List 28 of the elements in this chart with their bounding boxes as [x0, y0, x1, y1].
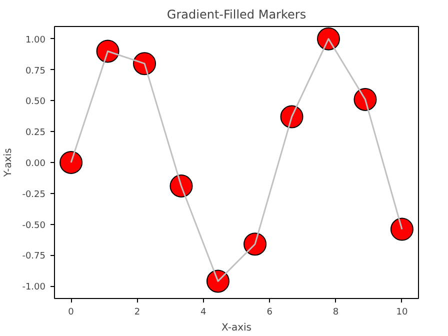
point	[60, 151, 83, 174]
point	[390, 218, 414, 241]
y-tick-label: 0.50	[25, 97, 46, 108]
point	[280, 105, 304, 128]
x-tick-label: 0	[68, 308, 74, 318]
x-tick-label: 8	[332, 308, 339, 318]
y-tick-label: 0.00	[25, 159, 46, 169]
y-tick-label: -1.00	[22, 282, 46, 293]
y-tick-label: -0.75	[22, 252, 46, 262]
x-tick-label: 2	[134, 308, 140, 318]
x-axis-title: X-axis	[222, 322, 252, 334]
point	[133, 52, 156, 76]
point	[316, 27, 340, 50]
point	[96, 40, 120, 63]
y-tick-label: -0.25	[22, 190, 46, 200]
y-tick-label: 0.75	[25, 66, 46, 76]
y-tick-label: 1.00	[25, 35, 46, 46]
y-axis-title: Y-axis	[3, 148, 14, 178]
y-tick-label: 0.25	[25, 128, 46, 138]
point	[170, 174, 193, 198]
x-tick-label: 10	[396, 308, 408, 318]
y-tick-label: -0.50	[22, 220, 46, 231]
chart-title: Gradient-Filled Markers	[166, 8, 306, 22]
x-tick-label: 6	[266, 308, 273, 318]
point	[244, 232, 267, 256]
point	[206, 270, 230, 293]
point	[354, 88, 377, 111]
x-tick-label: 4	[200, 308, 207, 318]
